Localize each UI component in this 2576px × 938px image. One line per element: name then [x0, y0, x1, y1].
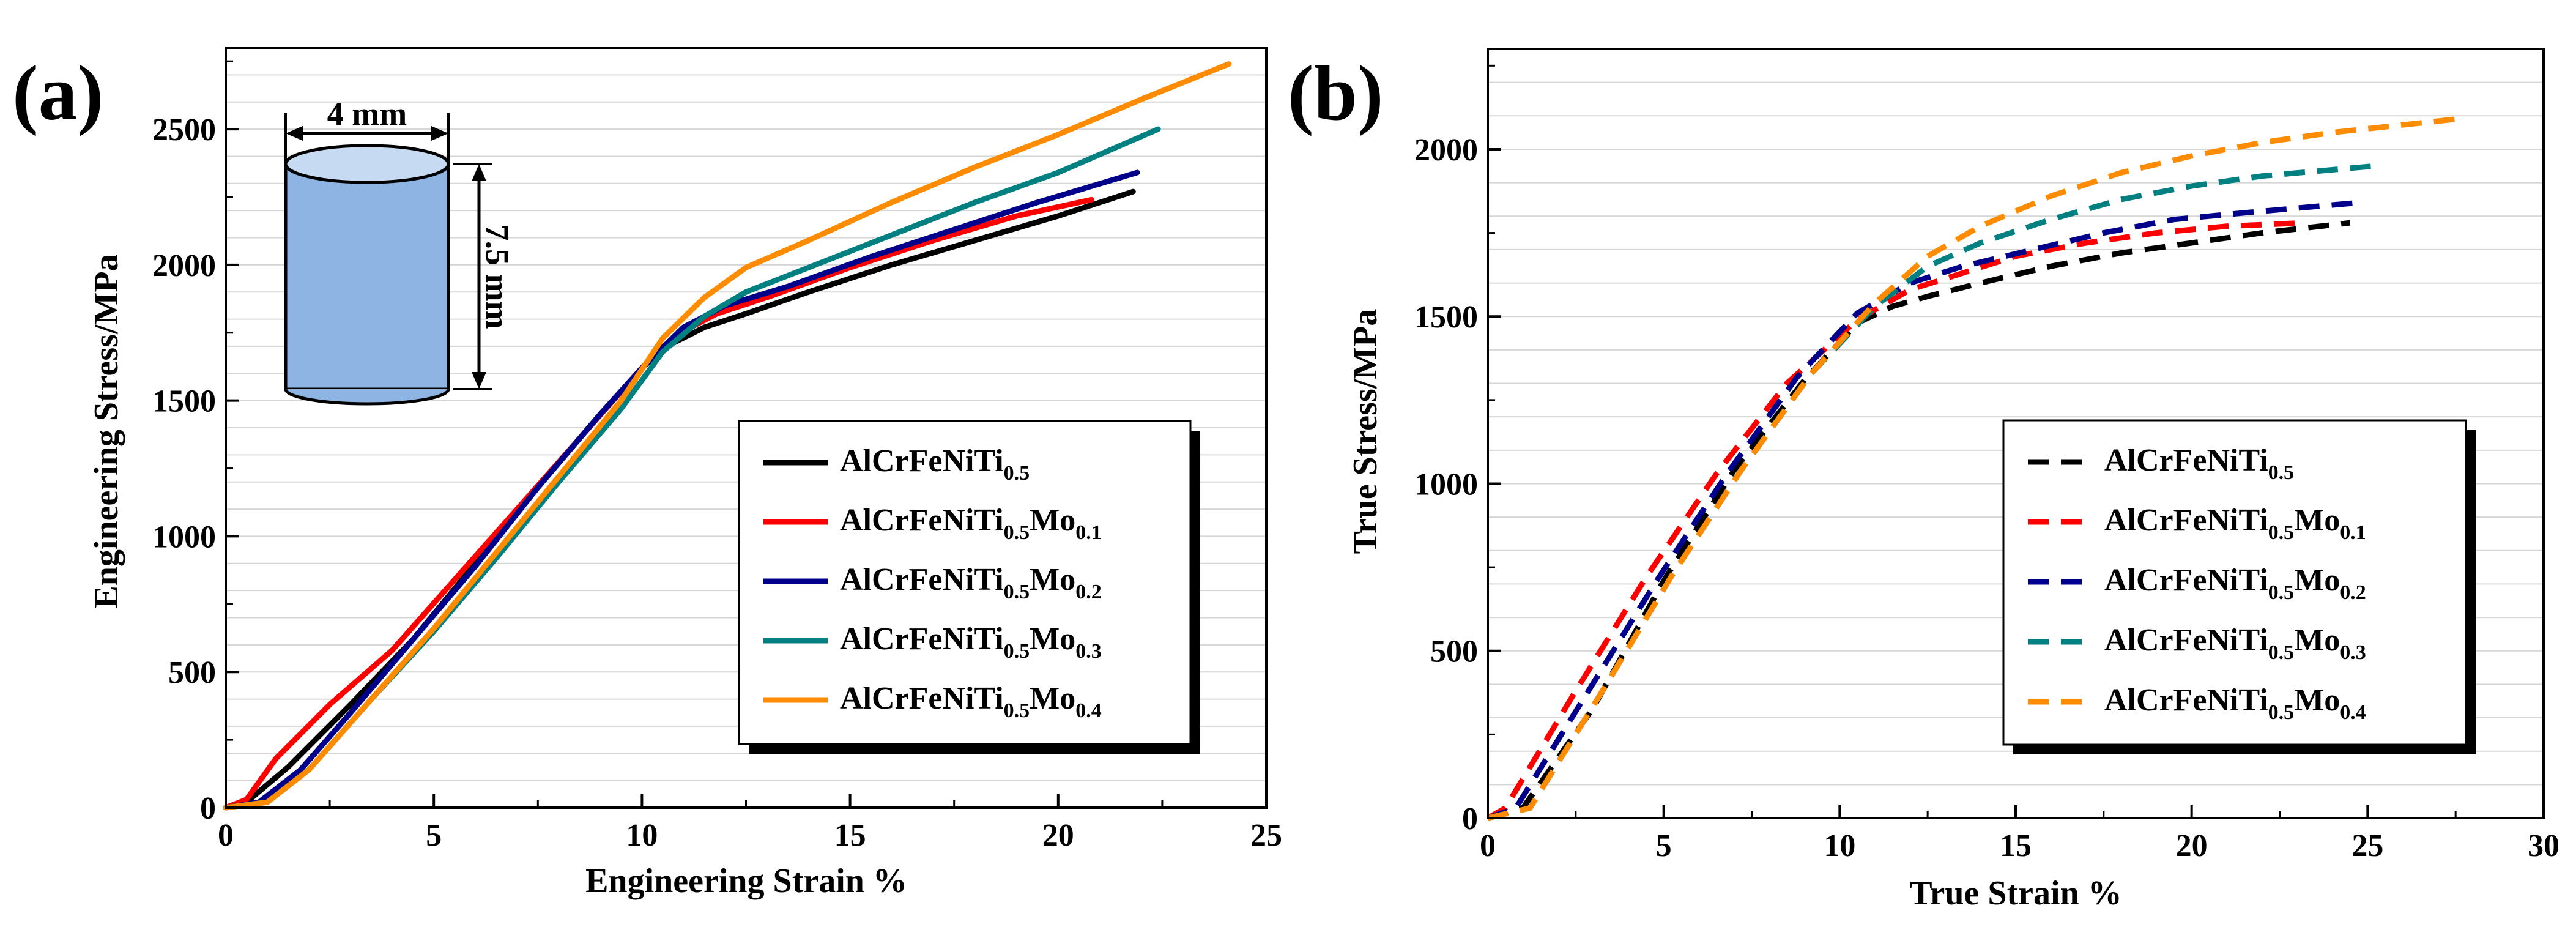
x-tick-label: 25: [2351, 828, 2383, 863]
y-tick-label: 2000: [1414, 133, 1478, 168]
series-line-2: [1486, 220, 2304, 821]
legend-label-4: AlCrFeNiTi0.5Mo0.3: [2104, 623, 2366, 664]
legend-label-3: AlCrFeNiTi0.5Mo0.2: [840, 562, 1102, 603]
y-tick-label: 0: [1462, 802, 1478, 836]
panel-a-y-axis-title: Engineering Stress/MPa: [87, 254, 125, 608]
panel-b-chart: (b) 0 500 1000 1500 2000 0 5 10 15 20 25 30 True St…: [1288, 48, 2559, 912]
x-tick-label: 10: [626, 818, 658, 853]
y-tick-label: 500: [1430, 635, 1478, 669]
height-label: 7.5 mm: [479, 225, 516, 329]
specimen-inset-diagram: 4 mm 7.5 mm: [284, 95, 516, 406]
panel-a-legend: AlCrFeNiTi0.5 AlCrFeNiTi0.5Mo0.1 AlCrFeNiT…: [738, 420, 1200, 754]
y-tick-label: 1000: [152, 519, 216, 554]
legend-label-5: AlCrFeNiTi0.5Mo0.4: [2104, 683, 2366, 724]
x-tick-label: 20: [1042, 818, 1074, 853]
panel-b-y-axis-title: True Stress/MPa: [1346, 309, 1384, 554]
x-tick-label: 30: [2528, 828, 2559, 863]
diameter-label: 4 mm: [327, 95, 407, 132]
series-line-5: [223, 61, 1232, 811]
y-tick-label: 0: [200, 791, 216, 826]
y-tick-label: 1000: [1414, 467, 1478, 502]
x-tick-label: 5: [426, 818, 442, 853]
x-tick-label: 15: [2000, 828, 2032, 863]
y-tick-label: 500: [168, 655, 216, 690]
panel-b-legend: AlCrFeNiTi0.5 AlCrFeNiTi0.5Mo0.1 AlCrFeNiT…: [2002, 419, 2476, 754]
y-tick-label: 1500: [1414, 300, 1478, 335]
panel-a-x-axis-title: Engineering Strain %: [585, 862, 907, 900]
x-tick-label: 0: [1480, 828, 1496, 863]
panel-a-label: (a): [12, 50, 103, 136]
legend-label-2: AlCrFeNiTi0.5Mo0.1: [2104, 503, 2366, 544]
x-tick-label: 10: [1824, 828, 1855, 863]
legend-label-1: AlCrFeNiTi0.5: [2104, 443, 2294, 484]
legend-label-3: AlCrFeNiTi0.5Mo0.2: [2104, 563, 2366, 604]
series-line-3: [223, 169, 1140, 811]
x-tick-label: 25: [1250, 818, 1282, 853]
legend-label-4: AlCrFeNiTi0.5Mo0.3: [840, 622, 1102, 663]
y-tick-label: 2000: [152, 248, 216, 283]
x-tick-label: 0: [218, 818, 234, 853]
x-tick-label: 5: [1656, 828, 1672, 863]
panel-b-x-axis-title: True Strain %: [1909, 874, 2121, 912]
x-tick-label: 20: [2176, 828, 2208, 863]
x-tick-label: 15: [834, 818, 866, 853]
legend-label-1: AlCrFeNiTi0.5: [840, 444, 1030, 485]
panel-a-chart: (a) 0 500 1000 1500 2000 2500 0 5 10 15 20 25 Engin…: [12, 47, 1282, 900]
y-tick-label: 2500: [152, 113, 216, 147]
y-tick-label: 1500: [152, 384, 216, 419]
cylinder-top-face: [284, 144, 450, 184]
series-line-5: [1487, 116, 2456, 821]
panel-b-label: (b): [1288, 50, 1383, 136]
legend-label-5: AlCrFeNiTi0.5Mo0.4: [840, 681, 1102, 722]
legend-label-2: AlCrFeNiTi0.5Mo0.1: [840, 503, 1102, 544]
cylinder-bottom-edge: [284, 389, 450, 406]
